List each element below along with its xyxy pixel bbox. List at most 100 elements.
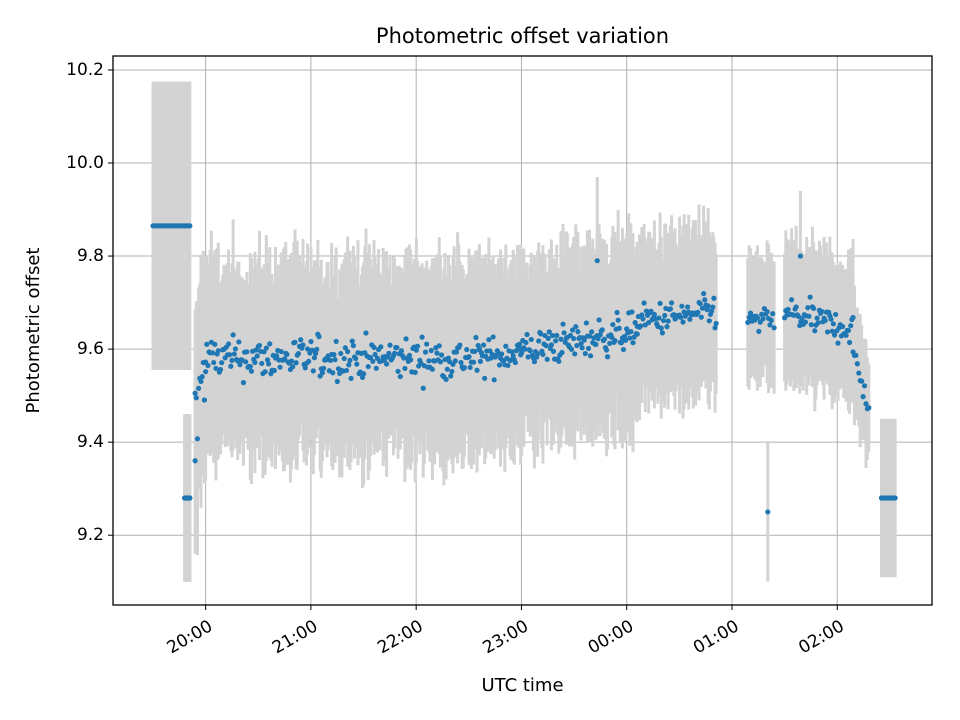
data-point bbox=[472, 348, 478, 354]
data-point bbox=[247, 363, 253, 370]
data-point bbox=[853, 352, 859, 358]
data-point bbox=[531, 359, 538, 365]
data-point bbox=[679, 303, 685, 309]
data-point bbox=[845, 327, 852, 334]
data-point bbox=[709, 308, 715, 314]
data-point bbox=[227, 352, 233, 358]
data-point bbox=[586, 333, 593, 339]
data-point bbox=[854, 361, 860, 367]
data-point bbox=[634, 331, 640, 337]
data-point bbox=[861, 383, 868, 389]
data-point bbox=[560, 321, 566, 327]
data-point bbox=[558, 336, 564, 342]
data-point bbox=[198, 378, 204, 385]
data-point bbox=[333, 338, 339, 345]
data-point bbox=[244, 349, 250, 355]
data-point bbox=[503, 343, 509, 349]
data-point bbox=[892, 495, 898, 501]
data-point bbox=[589, 329, 595, 335]
data-point bbox=[651, 311, 658, 318]
data-point bbox=[394, 344, 400, 351]
data-point bbox=[578, 341, 584, 347]
data-point bbox=[512, 359, 518, 366]
data-point bbox=[308, 338, 314, 345]
data-point bbox=[695, 309, 701, 316]
data-point bbox=[243, 359, 249, 365]
data-point bbox=[277, 364, 283, 370]
data-point bbox=[544, 356, 550, 362]
chart-title: Photometric offset variation bbox=[376, 24, 669, 48]
data-point bbox=[756, 328, 762, 334]
tick-layer: 20:00 21:00 22:00 23:00 00:00 01:00 02:009.29.… bbox=[66, 60, 848, 658]
data-point bbox=[219, 360, 225, 366]
data-point bbox=[812, 328, 818, 334]
data-point bbox=[599, 327, 605, 333]
data-point bbox=[370, 358, 376, 364]
data-point bbox=[477, 358, 483, 365]
data-point bbox=[793, 304, 799, 310]
data-point bbox=[236, 339, 242, 345]
data-point bbox=[461, 365, 468, 371]
data-point bbox=[311, 355, 318, 361]
data-point bbox=[850, 314, 856, 321]
data-point bbox=[620, 346, 627, 353]
data-point bbox=[765, 509, 771, 515]
data-point bbox=[282, 356, 288, 362]
data-point bbox=[569, 327, 576, 333]
data-point bbox=[406, 352, 413, 358]
data-point bbox=[437, 359, 444, 365]
data-point bbox=[199, 374, 205, 380]
data-point bbox=[711, 295, 717, 301]
data-point bbox=[701, 291, 707, 297]
data-point bbox=[215, 348, 221, 354]
data-point bbox=[582, 350, 588, 357]
data-point bbox=[193, 395, 199, 401]
data-point bbox=[594, 258, 600, 264]
data-point bbox=[476, 346, 482, 352]
data-point bbox=[490, 334, 496, 340]
data-point bbox=[831, 332, 838, 338]
data-point bbox=[398, 348, 405, 354]
data-point bbox=[797, 253, 804, 259]
data-point bbox=[622, 337, 629, 343]
data-point bbox=[559, 349, 565, 356]
data-point bbox=[412, 369, 418, 375]
data-point bbox=[354, 361, 360, 367]
data-point bbox=[192, 390, 198, 396]
data-point bbox=[612, 338, 618, 344]
data-point bbox=[314, 346, 320, 352]
data-point bbox=[561, 330, 567, 336]
data-point bbox=[846, 339, 853, 346]
data-point bbox=[496, 362, 503, 368]
data-point bbox=[422, 349, 429, 355]
data-point bbox=[807, 294, 813, 300]
data-point bbox=[498, 351, 505, 357]
data-point bbox=[316, 334, 322, 340]
data-point bbox=[528, 336, 534, 343]
data-point bbox=[448, 373, 454, 379]
data-point bbox=[346, 362, 352, 368]
data-point bbox=[614, 309, 620, 316]
data-point bbox=[806, 313, 812, 319]
data-point bbox=[583, 320, 589, 326]
data-point bbox=[571, 335, 577, 342]
data-point bbox=[482, 375, 488, 381]
data-point bbox=[228, 363, 234, 369]
data-point bbox=[835, 340, 841, 346]
data-point bbox=[712, 325, 718, 331]
y-tick-label: 9.6 bbox=[77, 339, 104, 359]
data-point bbox=[618, 340, 624, 346]
data-point bbox=[444, 366, 450, 372]
data-point bbox=[641, 300, 647, 306]
data-point bbox=[312, 350, 319, 357]
data-point bbox=[420, 385, 426, 391]
data-point bbox=[271, 367, 277, 374]
data-point bbox=[760, 316, 766, 322]
data-point bbox=[745, 319, 751, 326]
data-point bbox=[488, 355, 494, 361]
data-point bbox=[403, 336, 409, 342]
data-point bbox=[574, 342, 580, 349]
data-point bbox=[310, 368, 316, 374]
x-axis-label: UTC time bbox=[481, 675, 563, 696]
data-point bbox=[811, 305, 817, 312]
